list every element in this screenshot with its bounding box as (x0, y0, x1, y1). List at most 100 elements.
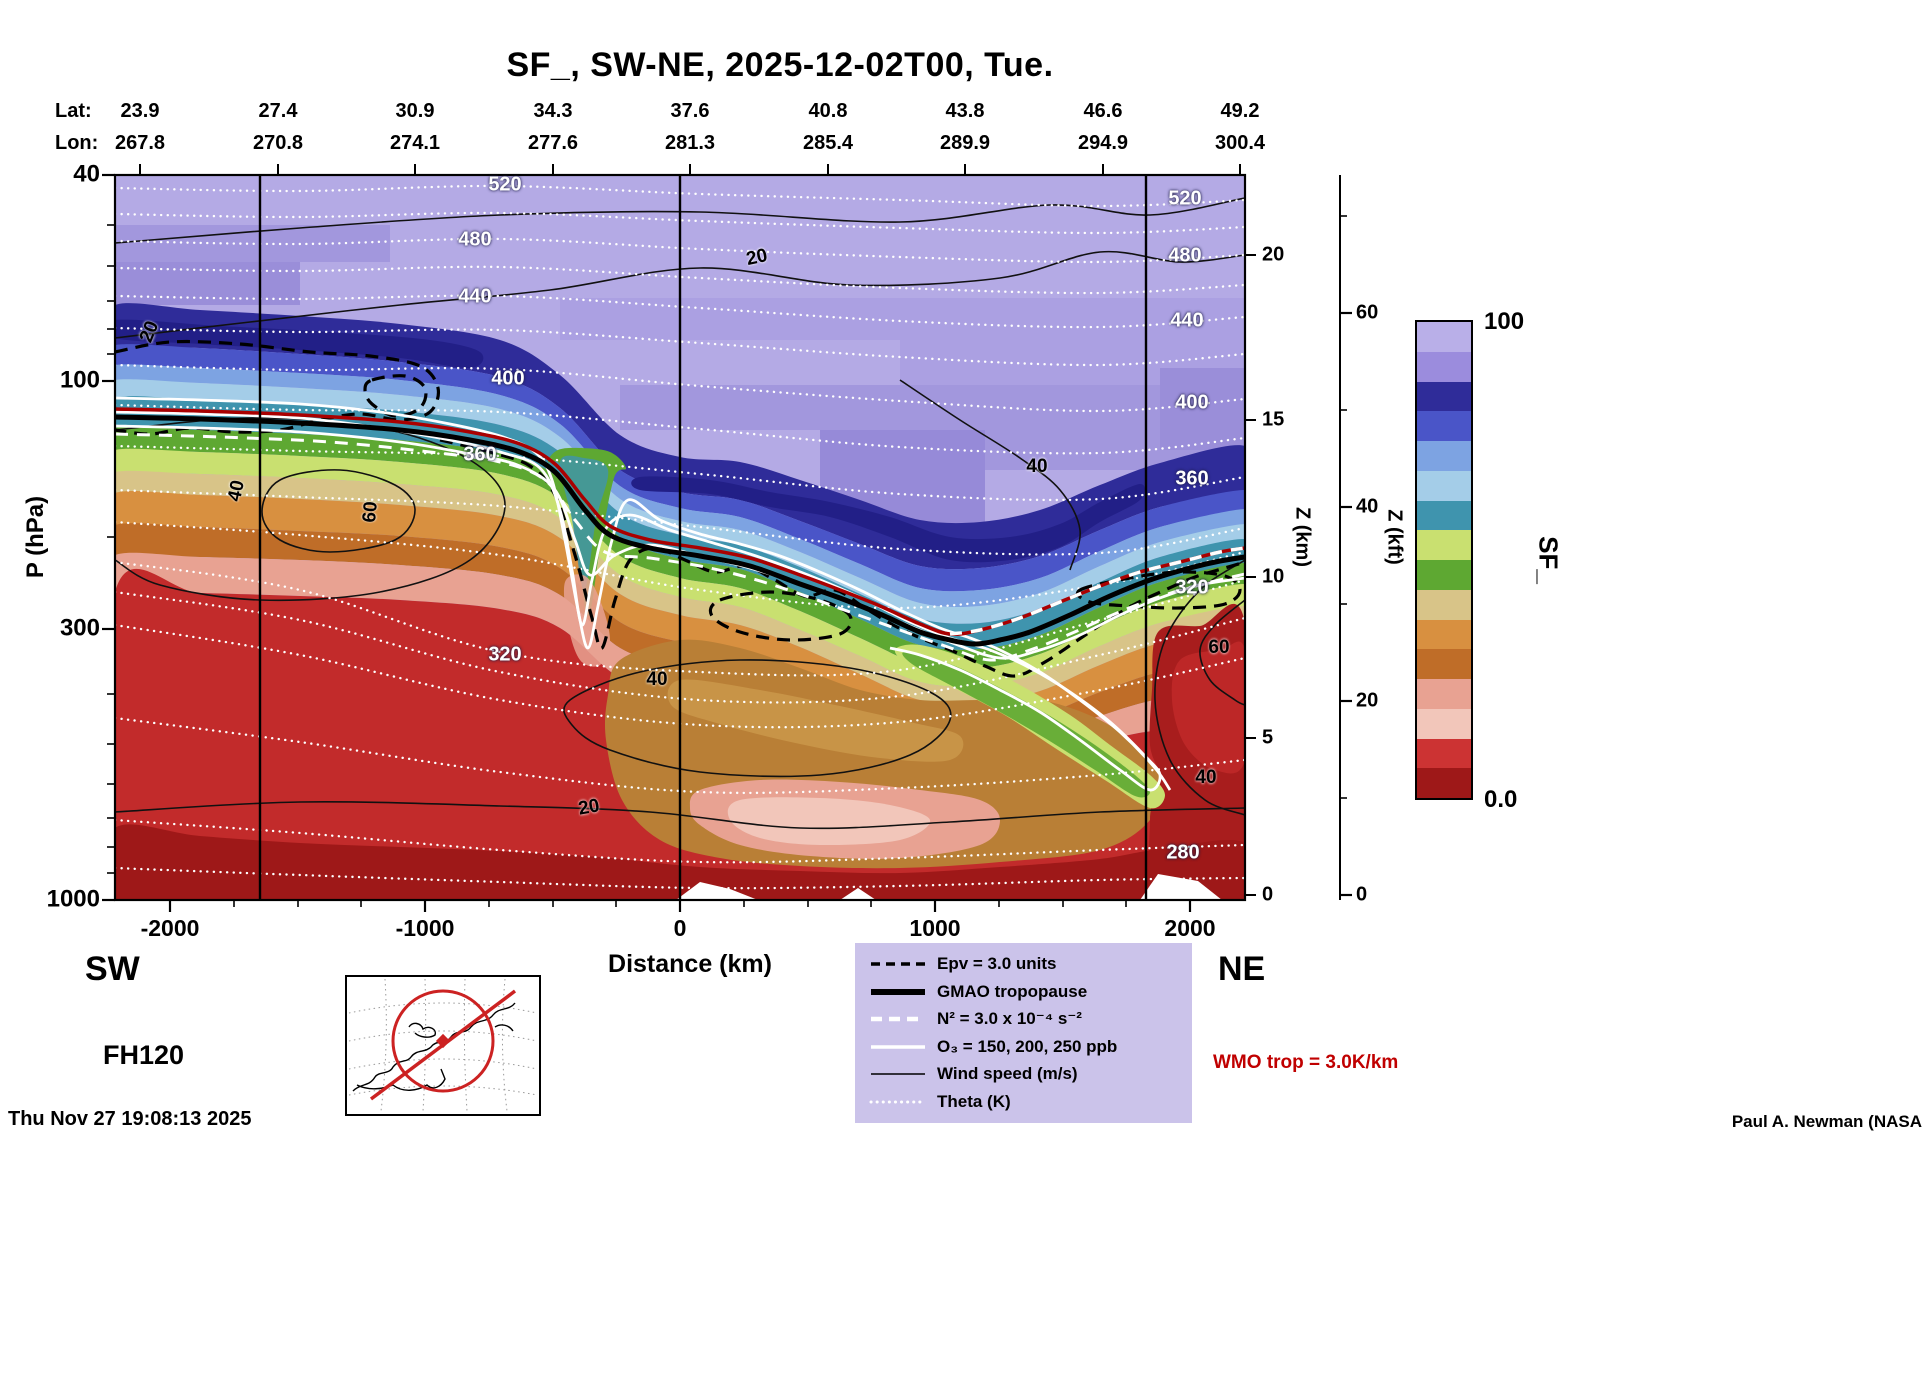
theta-contour-380 (115, 403, 1245, 455)
x-axis-title: Distance (km) (608, 950, 772, 978)
band-dark-orange (115, 523, 1245, 750)
lon-row-label: Lon: (55, 132, 99, 154)
legend-item-theta: Theta (K) (855, 1092, 1192, 1112)
distance-tick-label: 1000 (909, 915, 961, 941)
pink-core-light (727, 797, 931, 846)
colorbar-band (1417, 649, 1471, 679)
colorbar-band (1417, 619, 1471, 650)
o3-contour-150 (115, 396, 1172, 791)
wind-contour-20 (115, 801, 1245, 830)
pressure-tick-label: 100 (59, 366, 100, 394)
z-kft-tick-label: 0 (1356, 883, 1368, 906)
theta-contour-330 (115, 520, 1245, 610)
wind-contour-40 (1154, 559, 1245, 816)
page-title: SF_, SW-NE, 2025-12-02T00, Tue. (506, 46, 1054, 84)
lat-value: 40.8 (808, 100, 848, 122)
lon-value: 270.8 (252, 132, 304, 154)
forecast-hour-label: FH120 (103, 1040, 185, 1070)
lat-value: 27.4 (258, 100, 298, 122)
legend-item-gmao: GMAO tropopause (855, 982, 1192, 1002)
epv-contour (1076, 570, 1242, 610)
lat-value: 34.3 (533, 100, 573, 122)
lat-value: 46.6 (1083, 100, 1123, 122)
legend-label: Theta (K) (937, 1091, 1011, 1111)
shade-patch (115, 262, 300, 305)
colorbar-band (1417, 500, 1471, 531)
transect-circle (391, 989, 495, 1093)
surface-notch (1140, 874, 1222, 900)
shade-patch (1160, 368, 1245, 450)
colorbar-band (1417, 738, 1471, 769)
lon-value: 294.9 (1077, 132, 1129, 154)
lat-value: 43.8 (945, 100, 985, 122)
wind-contour-60 (261, 469, 416, 553)
pressure-tick-label: 40 (73, 160, 100, 188)
theta-contour-420 (115, 326, 1245, 367)
theta-contour-480 (115, 237, 1245, 264)
wind-contour (115, 197, 1245, 244)
colorbar-band (1417, 589, 1471, 620)
band-green (115, 426, 1245, 669)
distance-tick-label: -1000 (395, 915, 455, 941)
lat-row-label: Lat: (55, 100, 92, 122)
lon-value: 281.3 (664, 132, 716, 154)
pressure-tick-label: 1000 (46, 885, 100, 913)
colorbar-band (1417, 441, 1471, 471)
gmao-line-sample (871, 988, 925, 995)
colorbar (1415, 320, 1473, 800)
legend-item-o3: O₃ = 150, 200, 250 ppb (855, 1037, 1192, 1057)
wind-line-sample (871, 1073, 925, 1075)
theta-contour-360 (115, 444, 1245, 502)
colorbar-band (1417, 351, 1471, 382)
colorbar-band (1417, 768, 1471, 798)
sw-endpoint-label: SW (85, 950, 140, 988)
pressure-tick-label: 300 (59, 614, 100, 642)
wind-contour-40 (115, 417, 506, 602)
y-axis-title-pressure: P (hPa) (22, 495, 49, 579)
shade-patch (560, 298, 1245, 385)
green-tongue (902, 652, 1150, 798)
z-km-axis-title: Z (km) (1291, 507, 1314, 567)
colorbar-band (1417, 530, 1471, 560)
right-red-bright (1171, 641, 1245, 774)
legend-item-n2: N² = 3.0 x 10⁻⁴ s⁻² (855, 1009, 1192, 1029)
theta-contour-275 (115, 866, 1245, 890)
lon-value: 277.6 (527, 132, 579, 154)
theta-contour-500 (115, 211, 1245, 235)
lat-value: 30.9 (395, 100, 435, 122)
epv-contour (708, 590, 853, 642)
legend-label: O₃ = 150, 200, 250 ppb (937, 1036, 1118, 1056)
lon-value: 289.9 (939, 132, 991, 154)
credit-text: Paul A. Newman (NASA (1731, 1112, 1922, 1131)
shade-patch (620, 385, 1245, 470)
colorbar-min-label: 0.0 (1484, 786, 1518, 813)
gmao-tropopause (115, 414, 1245, 647)
legend-item-epv: Epv = 3.0 units (855, 954, 1192, 974)
z-km-tick-label: 0 (1262, 883, 1274, 906)
z-km-tick-label: 10 (1262, 565, 1285, 588)
navy-core-right (631, 476, 1146, 563)
legend-label: Epv = 3.0 units (937, 954, 1057, 974)
wmo-tropopause-dash-overlay (949, 546, 1245, 636)
z-kft-axis-title: Z (kft) (1383, 509, 1406, 565)
z-kft-tick-label: 40 (1356, 495, 1379, 518)
colorbar-max-label: 100 (1484, 308, 1525, 335)
theta-contour-460 (115, 265, 1245, 295)
map-inset (345, 975, 541, 1116)
lat-value: 49.2 (1220, 100, 1260, 122)
colorbar-band (1417, 322, 1471, 352)
legend: Epv = 3.0 units GMAO tropopause N² = 3.0… (855, 943, 1192, 1123)
colorbar-band (1417, 679, 1471, 709)
z-kft-tick-label: 60 (1356, 301, 1379, 324)
colorbar-band (1417, 411, 1471, 441)
theta-contour-280 (115, 818, 1245, 864)
ne-endpoint-label: NE (1218, 950, 1266, 988)
theta-contour-440 (115, 294, 1245, 329)
navy-core-left (115, 319, 484, 369)
surface-notch (676, 882, 758, 900)
lon-value: 300.4 (1214, 132, 1266, 154)
z-km-tick-label: 20 (1262, 243, 1285, 266)
surface-notch (840, 888, 876, 900)
legend-label: Wind speed (m/s) (937, 1064, 1078, 1084)
epv-line-sample (871, 962, 925, 967)
